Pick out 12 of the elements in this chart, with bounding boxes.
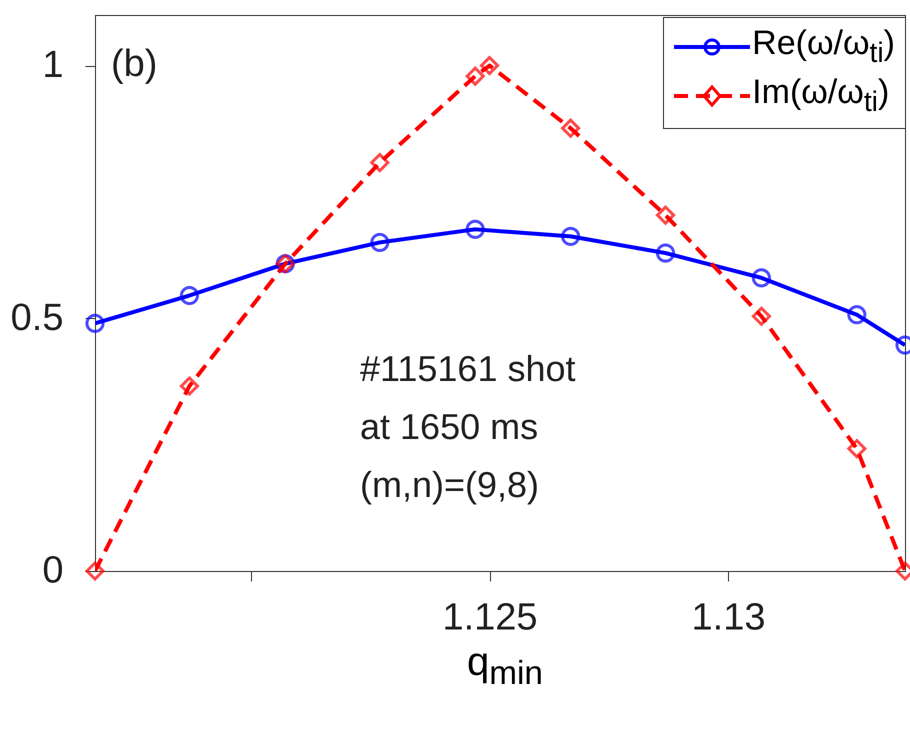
annotation: at 1650 ms <box>360 406 538 447</box>
annotation: (m,n)=(9,8) <box>360 464 540 505</box>
annotation: (b) <box>111 43 158 85</box>
x-tick-label: 1.125 <box>442 596 538 638</box>
annotation: #115161 shot <box>360 348 576 389</box>
y-tick-label: 1 <box>42 44 64 86</box>
y-tick-label: 0.5 <box>10 296 64 339</box>
legend-label: Im(ω/ω$_{ti}$) <box>752 72 890 120</box>
legend-label: Re(ω/ω$_{ti}$) <box>752 23 895 71</box>
x-tick-label: 1.13 <box>692 596 766 638</box>
x-axis-title: q$_{min}$ <box>466 640 544 693</box>
y-tick-label: 0 <box>42 550 64 592</box>
